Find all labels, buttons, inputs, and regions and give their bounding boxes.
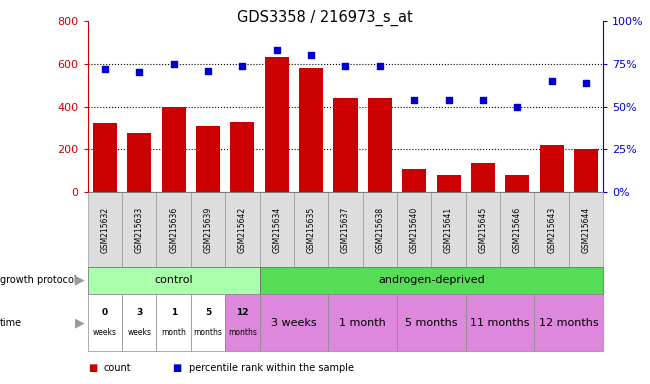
Bar (471, 163, 495, 192)
Point (306, 52, 317, 58)
Text: months: months (228, 328, 257, 338)
Text: control: control (154, 275, 193, 285)
Text: ■: ■ (88, 362, 97, 373)
Bar (505, 175, 529, 192)
Point (203, 68, 213, 74)
Bar (333, 98, 358, 192)
Point (374, 63, 385, 69)
Text: GDS3358 / 216973_s_at: GDS3358 / 216973_s_at (237, 10, 413, 26)
Point (443, 97, 454, 103)
Text: count: count (104, 362, 131, 373)
Text: GSM215636: GSM215636 (169, 206, 178, 253)
Text: GSM215640: GSM215640 (410, 206, 419, 253)
Text: time: time (0, 318, 22, 328)
Bar (402, 169, 426, 192)
Text: 1 month: 1 month (339, 318, 386, 328)
Point (272, 47, 282, 53)
Point (409, 97, 419, 103)
Bar (299, 68, 323, 192)
Text: GSM215632: GSM215632 (101, 206, 109, 253)
Text: GSM215638: GSM215638 (375, 206, 384, 253)
Bar (127, 133, 151, 192)
Text: GSM215646: GSM215646 (513, 206, 522, 253)
Text: GSM215639: GSM215639 (203, 206, 213, 253)
Text: 3: 3 (136, 308, 142, 317)
Text: 3 weeks: 3 weeks (271, 318, 317, 328)
Point (341, 63, 351, 69)
Text: 0: 0 (102, 308, 108, 317)
Text: 1: 1 (170, 308, 177, 317)
Point (237, 63, 248, 69)
Text: GSM215642: GSM215642 (238, 206, 247, 253)
Text: GSM215644: GSM215644 (582, 206, 590, 253)
Text: growth protocol: growth protocol (0, 275, 77, 285)
Text: 11 months: 11 months (471, 318, 530, 328)
Point (168, 61, 179, 67)
Text: 5: 5 (205, 308, 211, 317)
Text: months: months (194, 328, 222, 338)
Bar (162, 107, 186, 192)
Text: weeks: weeks (127, 328, 151, 338)
Text: ■: ■ (172, 362, 181, 373)
Text: GSM215635: GSM215635 (307, 206, 316, 253)
Point (581, 79, 592, 86)
Text: weeks: weeks (93, 328, 117, 338)
Text: ▶: ▶ (75, 274, 84, 287)
Bar (265, 58, 289, 192)
Text: month: month (161, 328, 186, 338)
Bar (196, 126, 220, 192)
Text: GSM215645: GSM215645 (478, 206, 488, 253)
Bar (230, 121, 254, 192)
Text: percentile rank within the sample: percentile rank within the sample (188, 362, 354, 373)
Point (512, 104, 523, 110)
Bar (437, 175, 461, 192)
Text: GSM215643: GSM215643 (547, 206, 556, 253)
Point (547, 78, 557, 84)
Text: GSM215637: GSM215637 (341, 206, 350, 253)
Point (134, 70, 144, 76)
Text: ▶: ▶ (75, 316, 84, 329)
Text: 5 months: 5 months (405, 318, 458, 328)
Bar (93, 122, 117, 192)
Text: 12 months: 12 months (539, 318, 599, 328)
Text: androgen-deprived: androgen-deprived (378, 275, 485, 285)
Text: 12: 12 (236, 308, 249, 317)
Bar (540, 145, 564, 192)
Bar (574, 149, 598, 192)
Point (99, 66, 110, 72)
Bar (368, 98, 392, 192)
Point (478, 97, 488, 103)
Text: GSM215634: GSM215634 (272, 206, 281, 253)
Text: GSM215633: GSM215633 (135, 206, 144, 253)
Text: GSM215641: GSM215641 (444, 206, 453, 253)
